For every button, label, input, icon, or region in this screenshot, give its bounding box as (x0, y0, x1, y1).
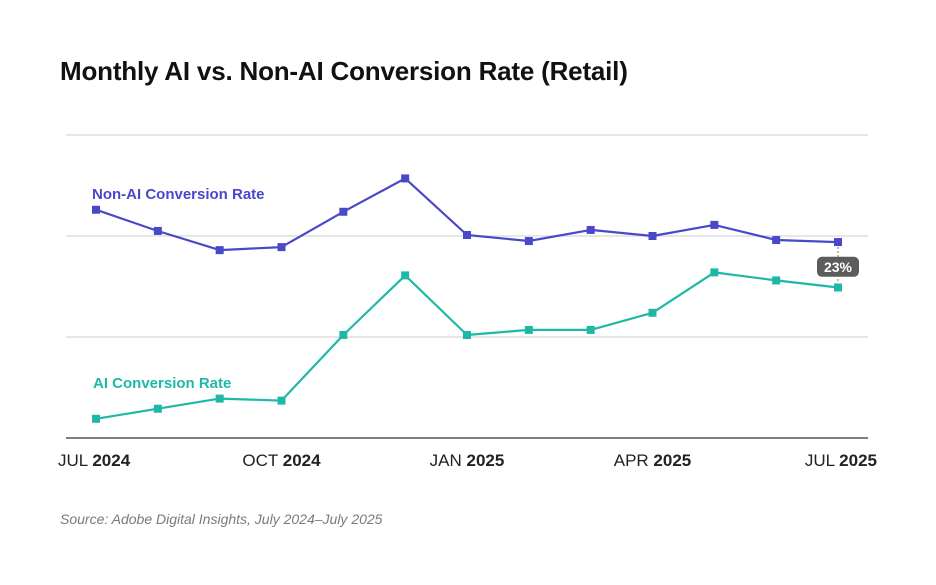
series-line-ai (95, 271, 839, 420)
data-point-ai (834, 283, 842, 292)
data-point-non-ai (834, 238, 842, 247)
x-tick-month: JUL (805, 451, 839, 470)
data-point-non-ai (524, 237, 533, 246)
x-tick-label: OCT 2024 (242, 451, 321, 470)
x-tick-month: JAN (430, 451, 467, 470)
x-tick-year: 2024 (92, 451, 130, 470)
x-tick-label: JAN 2025 (430, 451, 505, 470)
data-point-non-ai (277, 243, 286, 252)
gridlines (66, 134, 868, 439)
source-note: Source: Adobe Digital Insights, July 202… (60, 511, 383, 527)
data-point-ai (710, 268, 719, 277)
x-tick-label: JUL 2025 (805, 451, 877, 470)
data-point-non-ai (772, 236, 781, 245)
data-point-ai (524, 325, 533, 334)
data-point-ai (401, 271, 410, 280)
x-tick-label: JUL 2024 (58, 451, 131, 470)
data-point-non-ai (710, 220, 719, 229)
x-tick-year: 2025 (839, 451, 877, 470)
data-point-non-ai (92, 205, 100, 214)
data-point-ai (153, 404, 162, 413)
x-tick-month: OCT (242, 451, 282, 470)
x-tick-month: APR (614, 451, 654, 470)
data-point-ai (215, 394, 224, 403)
annotation-badge (817, 256, 859, 277)
data-point-ai (277, 396, 286, 405)
chart-title: Monthly AI vs. Non-AI Conversion Rate (R… (60, 56, 628, 86)
series-label-non-ai: Non-AI Conversion Rate (92, 186, 265, 203)
data-point-non-ai (153, 226, 162, 235)
data-point-non-ai (401, 174, 410, 183)
data-point-ai (586, 325, 595, 334)
x-tick-year: 2025 (467, 451, 505, 470)
series-labels: Non-AI Conversion Rate AI Conversion Rat… (92, 186, 265, 392)
x-tick-month: JUL (58, 451, 92, 470)
data-point-ai (92, 414, 100, 423)
data-point-non-ai (586, 225, 595, 234)
annotation-text: 23% (824, 259, 853, 275)
x-axis-ticks: JUL 2024 OCT 2024 JAN 2025 APR 2025 JUL 2025 (58, 451, 877, 470)
data-point-ai (463, 330, 471, 339)
data-point-non-ai (215, 246, 224, 255)
data-point-non-ai (339, 207, 348, 216)
difference-annotation: 23% (817, 247, 859, 283)
series-label-ai: AI Conversion Rate (93, 375, 231, 392)
data-point-ai (648, 308, 657, 317)
data-point-ai (772, 276, 781, 285)
x-tick-year: 2024 (283, 451, 321, 470)
x-tick-label: APR 2025 (614, 451, 692, 470)
data-point-non-ai (648, 232, 657, 240)
series-markers (92, 174, 842, 423)
data-point-non-ai (463, 230, 471, 239)
data-point-ai (339, 330, 348, 339)
x-tick-year: 2025 (653, 451, 691, 470)
